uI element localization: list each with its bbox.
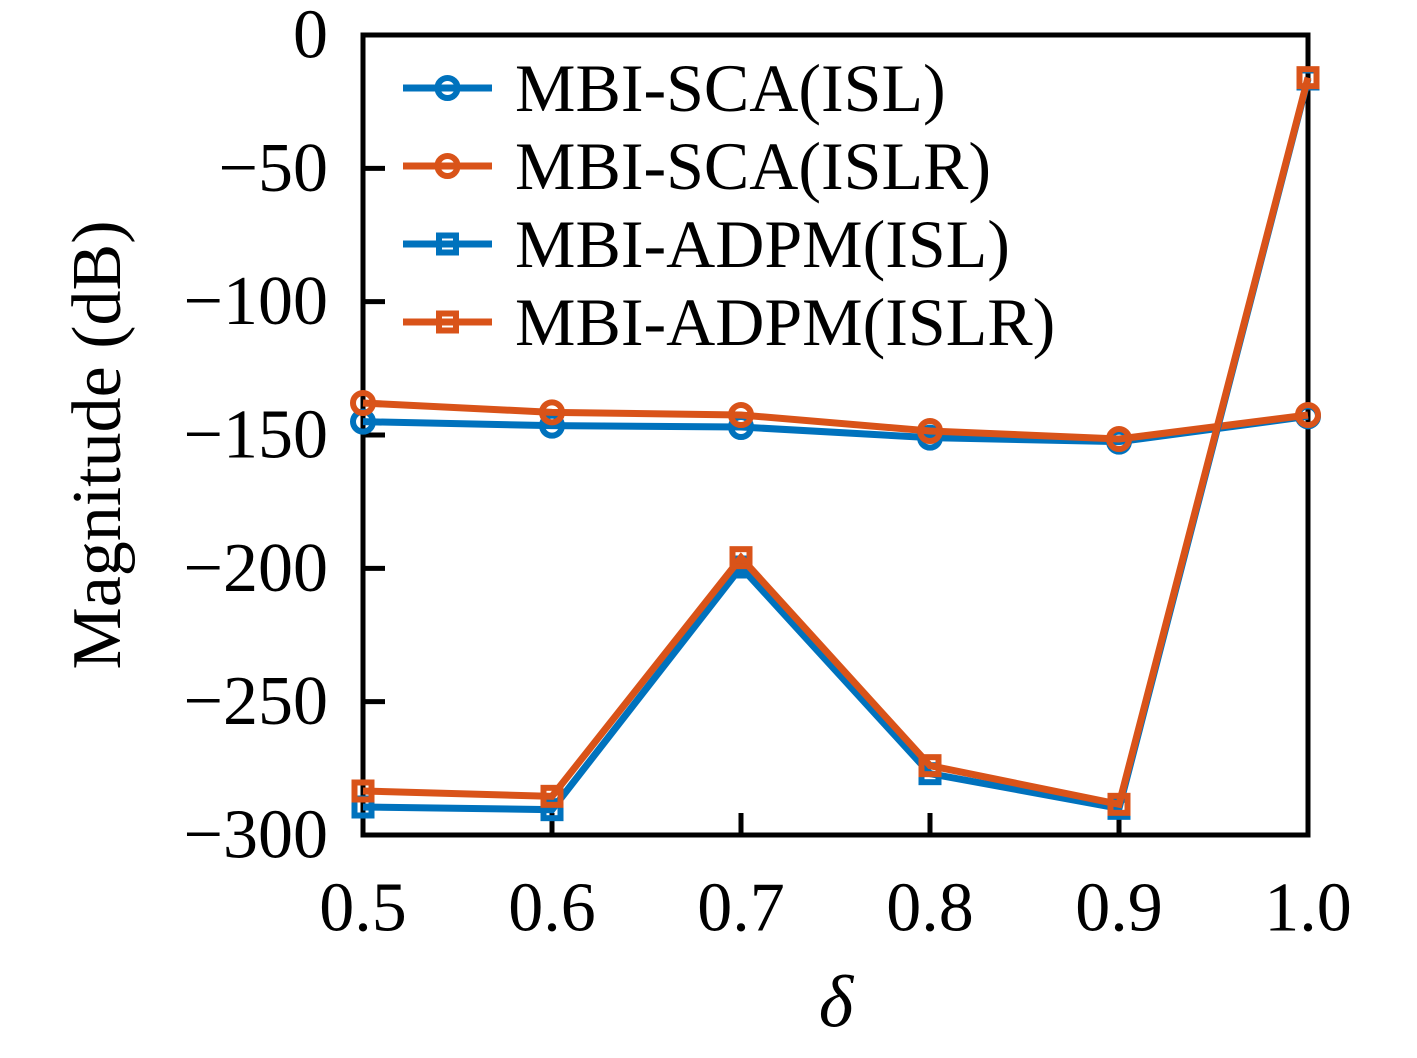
- x-tick-label: 0.8: [886, 870, 974, 947]
- legend-label: MBI-ADPM(ISL): [515, 206, 1010, 282]
- series-1-marker: [917, 418, 943, 444]
- series-2-marker: [540, 798, 564, 822]
- x-tick-label: 1.0: [1264, 870, 1352, 947]
- series-3-marker: [918, 754, 942, 778]
- x-tick-label: 0.9: [1075, 870, 1163, 947]
- series-3-marker: [1107, 792, 1131, 816]
- series-1-marker: [728, 402, 754, 428]
- legend-marker-circle: [434, 153, 461, 179]
- legend-label: MBI-SCA(ISL): [515, 50, 946, 126]
- series-1-marker: [1106, 426, 1132, 452]
- series-3-marker: [1296, 66, 1320, 90]
- legend-label: MBI-SCA(ISLR): [515, 128, 991, 204]
- legend-marker-circle: [434, 75, 461, 101]
- y-tick-label: −200: [184, 530, 328, 607]
- series-3-marker: [540, 784, 564, 808]
- y-axis-label: Magnitude (dB): [59, 220, 136, 670]
- y-tick-label: −300: [184, 797, 328, 874]
- series-line-1: [362, 399, 1309, 443]
- series-line-3: [362, 76, 1312, 809]
- x-axis-label: δ: [818, 961, 854, 1044]
- legend-label: MBI-ADPM(ISLR): [515, 284, 1055, 360]
- y-tick-label: −250: [184, 663, 328, 740]
- y-tick-label: −100: [184, 263, 328, 340]
- x-tick-label: 0.5: [319, 870, 407, 947]
- series-1-marker: [1295, 402, 1321, 428]
- legend-marker-square: [436, 310, 459, 334]
- x-tick-label: 0.6: [508, 870, 596, 947]
- series-1-marker: [350, 390, 376, 416]
- x-tick-label: 0.7: [697, 870, 785, 947]
- plot-frame: [360, 32, 1311, 838]
- series-1-marker: [539, 399, 565, 426]
- series-3-marker: [351, 779, 375, 803]
- y-tick-label: −50: [219, 130, 328, 207]
- y-tick-label: −150: [184, 397, 328, 474]
- series-3-marker: [729, 546, 753, 570]
- y-tick-label: 0: [293, 0, 328, 74]
- legend-marker-square: [436, 232, 459, 256]
